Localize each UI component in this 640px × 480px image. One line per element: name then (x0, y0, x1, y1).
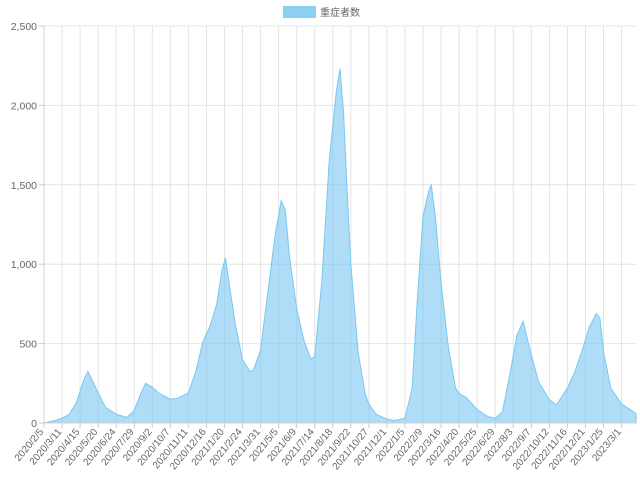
y-tick-label: 1,500 (11, 180, 37, 192)
legend-label[interactable]: 重症者数 (320, 6, 360, 19)
series-area (43, 68, 637, 424)
axes (43, 26, 636, 424)
y-tick-label: 0 (31, 418, 37, 430)
y-tick-label: 1,000 (11, 259, 37, 271)
legend[interactable]: 重症者数 (283, 6, 360, 19)
legend-swatch[interactable] (283, 6, 316, 18)
series-area-path (43, 68, 637, 424)
y-tick-label: 2,500 (11, 21, 37, 33)
y-tick-label: 2,000 (11, 100, 37, 112)
y-axis-ticks: 0 500 1,000 1,500 2,000 2,500 (11, 21, 44, 430)
x-axis-ticks: 2020/2/52020/3/112020/4/152020/5/202020/… (13, 423, 624, 472)
y-tick-label: 500 (19, 339, 37, 351)
